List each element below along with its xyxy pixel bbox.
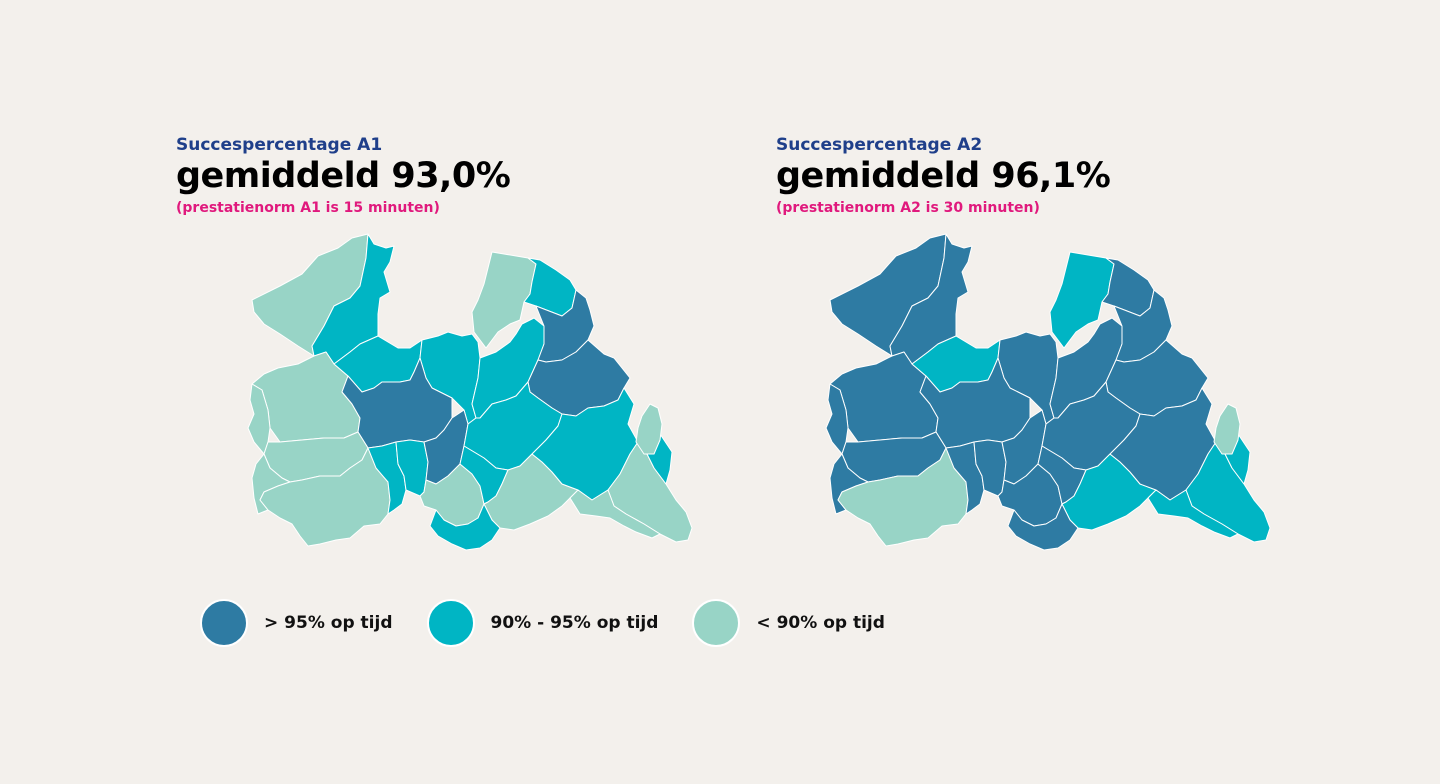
panel-headline: gemiddeld 96,1% <box>776 156 1111 196</box>
panel-subtitle: Succespercentage A1 <box>176 135 383 155</box>
legend-item-high: > 95% op tijd <box>200 599 393 647</box>
map-region-mid <box>429 503 501 551</box>
panel-norm: (prestatienorm A1 is 15 minuten) <box>176 200 440 216</box>
map-a1 <box>247 233 693 551</box>
map-a2 <box>825 233 1271 551</box>
legend: > 95% op tijd 90% - 95% op tijd < 90% op… <box>200 599 919 647</box>
map-region-low <box>635 403 663 455</box>
panel-a1-header: Succespercentage A1 gemiddeld 93,0% (pre… <box>176 134 511 220</box>
map-region-high <box>1007 503 1079 551</box>
legend-item-mid: 90% - 95% op tijd <box>426 599 659 647</box>
panel-headline: gemiddeld 93,0% <box>176 156 511 196</box>
map-region-mid <box>1147 489 1239 539</box>
panel-a2-header: Succespercentage A2 gemiddeld 96,1% (pre… <box>776 134 1111 220</box>
panel-norm: (prestatienorm A2 is 30 minuten) <box>776 200 1040 216</box>
legend-item-low: < 90% op tijd <box>692 599 885 647</box>
legend-label: 90% - 95% op tijd <box>490 613 659 633</box>
map-region-low <box>569 489 661 539</box>
legend-swatch-low <box>692 599 741 647</box>
legend-label: < 90% op tijd <box>756 613 885 633</box>
map-region-low <box>1213 403 1241 455</box>
map-region-low <box>837 447 969 547</box>
legend-swatch-high <box>200 599 248 647</box>
legend-label: > 95% op tijd <box>264 613 393 633</box>
legend-swatch-mid <box>426 599 475 647</box>
map-region-low <box>259 447 391 547</box>
panel-subtitle: Succespercentage A2 <box>776 135 983 155</box>
